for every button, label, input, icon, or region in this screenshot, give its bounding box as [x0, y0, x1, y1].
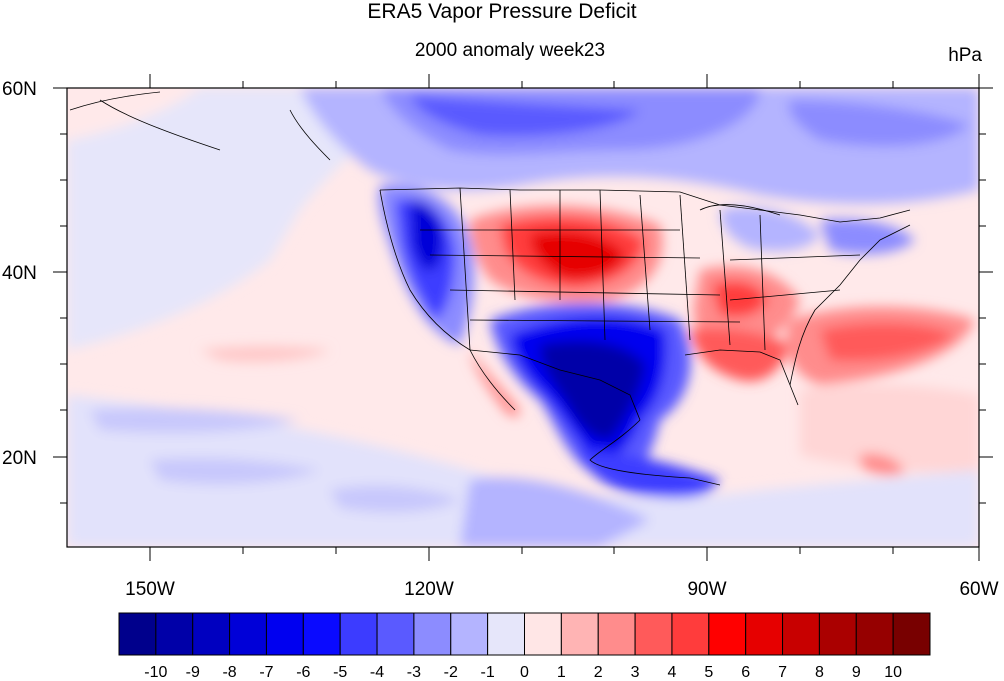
colorbar-label: -4: [370, 664, 384, 681]
colorbar-label: -1: [481, 664, 495, 681]
colorbar-swatch: [339, 612, 378, 656]
colorbar-label: -3: [407, 664, 421, 681]
colorbar-swatch: [265, 612, 304, 656]
colorbar-label: -7: [259, 664, 273, 681]
colorbar-label: 5: [704, 664, 713, 681]
lon-label-120w: 120W: [404, 579, 454, 600]
colorbar-swatch: [413, 612, 452, 656]
colorbar-label: -10: [144, 664, 167, 681]
colorbar-label: 4: [667, 664, 676, 681]
colorbar-label: 6: [741, 664, 750, 681]
chart-title: ERA5 Vapor Pressure Deficit: [367, 0, 637, 23]
colorbar-swatch: [745, 612, 784, 656]
colorbar-swatch: [450, 612, 489, 656]
colorbar-swatch: [376, 612, 415, 656]
colorbar-label: 0: [520, 664, 529, 681]
lat-label-60n: 60N: [2, 79, 37, 100]
colorbar: [118, 612, 931, 656]
lon-label-60w: 60W: [959, 579, 998, 600]
colorbar-swatch: [708, 612, 747, 656]
map-field: [67, 88, 979, 547]
lat-label-20n: 20N: [2, 448, 37, 469]
colorbar-swatch: [192, 612, 231, 656]
colorbar-label: -2: [444, 664, 458, 681]
colorbar-swatch: [892, 612, 931, 656]
colorbar-label: 3: [631, 664, 640, 681]
colorbar-label: -9: [186, 664, 200, 681]
colorbar-swatch: [560, 612, 599, 656]
colorbar-labels: -10 -9 -8 -7 -6 -5 -4 -3 -2 -1 0 1 2 3 4 5 6 7 8 9 10: [144, 664, 902, 681]
chart-subtitle: 2000 anomaly week23: [414, 40, 606, 61]
axis-ticks: [53, 74, 993, 561]
anomaly-blobs: [67, 88, 979, 547]
colorbar-label: -8: [222, 664, 236, 681]
colorbar-label: -5: [333, 664, 347, 681]
colorbar-swatch: [155, 612, 194, 656]
colorbar-swatch: [818, 612, 857, 656]
lat-label-40n: 40N: [2, 263, 37, 284]
colorbar-swatch: [855, 612, 894, 656]
colorbar-swatch: [597, 612, 636, 656]
colorbar-swatch: [671, 612, 710, 656]
colorbar-label: 1: [557, 664, 566, 681]
colorbar-label: -6: [296, 664, 310, 681]
colorbar-label: 2: [594, 664, 603, 681]
boundary-lines: [69, 91, 911, 486]
colorbar-label: 10: [884, 664, 902, 681]
colorbar-swatch: [524, 612, 562, 656]
lon-label-150w: 150W: [125, 579, 175, 600]
colorbar-swatch: [229, 612, 267, 656]
lon-label-90w: 90W: [687, 579, 726, 600]
colorbar-swatch: [118, 612, 157, 656]
colorbar-label: 8: [815, 664, 824, 681]
units-label: hPa: [948, 45, 982, 66]
colorbar-swatch: [634, 612, 673, 656]
colorbar-swatch: [487, 612, 526, 656]
colorbar-swatch: [782, 612, 820, 656]
colorbar-label: 7: [778, 664, 787, 681]
colorbar-swatch: [302, 612, 341, 656]
colorbar-label: 9: [852, 664, 861, 681]
